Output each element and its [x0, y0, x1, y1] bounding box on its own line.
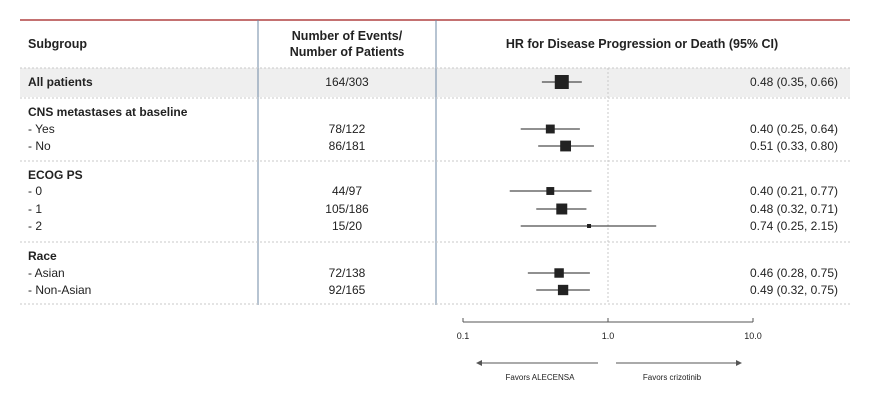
plot-layer — [509, 68, 657, 304]
header-hr: HR for Disease Progression or Death (95%… — [506, 37, 778, 51]
favors-right-arrowhead — [736, 360, 742, 366]
header-events-line1: Number of Events/ — [292, 29, 403, 43]
events-value: 164/303 — [325, 75, 369, 89]
all-patients-highlight — [20, 68, 850, 97]
hr-ci-value: 0.48 (0.32, 0.71) — [750, 202, 838, 216]
events-value: 86/181 — [329, 139, 366, 153]
x-tick-label: 0.1 — [457, 331, 470, 341]
hr-ci-value: 0.40 (0.21, 0.77) — [750, 184, 838, 198]
hr-ci-value: 0.49 (0.32, 0.75) — [750, 283, 838, 297]
subgroup-label: All patients — [28, 75, 93, 89]
subgroup-label: - Non-Asian — [28, 283, 91, 297]
hr-marker — [554, 75, 569, 89]
hr-ci-value: 0.48 (0.35, 0.66) — [750, 75, 838, 89]
hr-marker — [560, 140, 572, 152]
favors-left-label: Favors ALECENSA — [506, 373, 576, 382]
events-value: 15/20 — [332, 219, 362, 233]
group-label: CNS metastases at baseline — [28, 105, 188, 119]
subgroup-label: - Yes — [28, 122, 55, 136]
events-value: 92/165 — [329, 283, 366, 297]
hr-ci-value: 0.74 (0.25, 2.15) — [750, 219, 838, 233]
subgroup-label: - Asian — [28, 266, 65, 280]
hr-ci-value: 0.51 (0.33, 0.80) — [750, 139, 838, 153]
subgroup-label: - 0 — [28, 184, 42, 198]
events-value: 44/97 — [332, 184, 362, 198]
favors-right-label: Favors crizotinib — [643, 373, 702, 382]
events-value: 78/122 — [329, 122, 366, 136]
header-events-line2: Number of Patients — [290, 45, 405, 59]
subgroup-label: - 2 — [28, 219, 42, 233]
favors-left-arrowhead — [476, 360, 482, 366]
events-value: 105/186 — [325, 202, 369, 216]
hr-marker — [545, 124, 555, 134]
x-tick-label: 10.0 — [744, 331, 762, 341]
events-value: 72/138 — [329, 266, 366, 280]
header-subgroup: Subgroup — [28, 37, 87, 51]
hr-marker — [554, 268, 564, 278]
hr-marker — [556, 203, 568, 215]
group-label: ECOG PS — [28, 168, 83, 182]
subgroup-label: - No — [28, 139, 51, 153]
group-label: Race — [28, 249, 57, 263]
hr-marker — [546, 187, 555, 195]
hr-marker — [557, 284, 569, 296]
hr-ci-value: 0.40 (0.25, 0.64) — [750, 122, 838, 136]
hr-ci-value: 0.46 (0.28, 0.75) — [750, 266, 838, 280]
hr-marker — [587, 224, 592, 228]
subgroup-label: - 1 — [28, 202, 42, 216]
rows-layer: All patients 164/303 0.48 (0.35, 0.66) CNS … — [28, 75, 838, 297]
x-axis: 0.1 1.0 10.0 Favors ALECENSA Favors crizotin… — [457, 318, 762, 382]
x-tick-label: 1.0 — [602, 331, 615, 341]
